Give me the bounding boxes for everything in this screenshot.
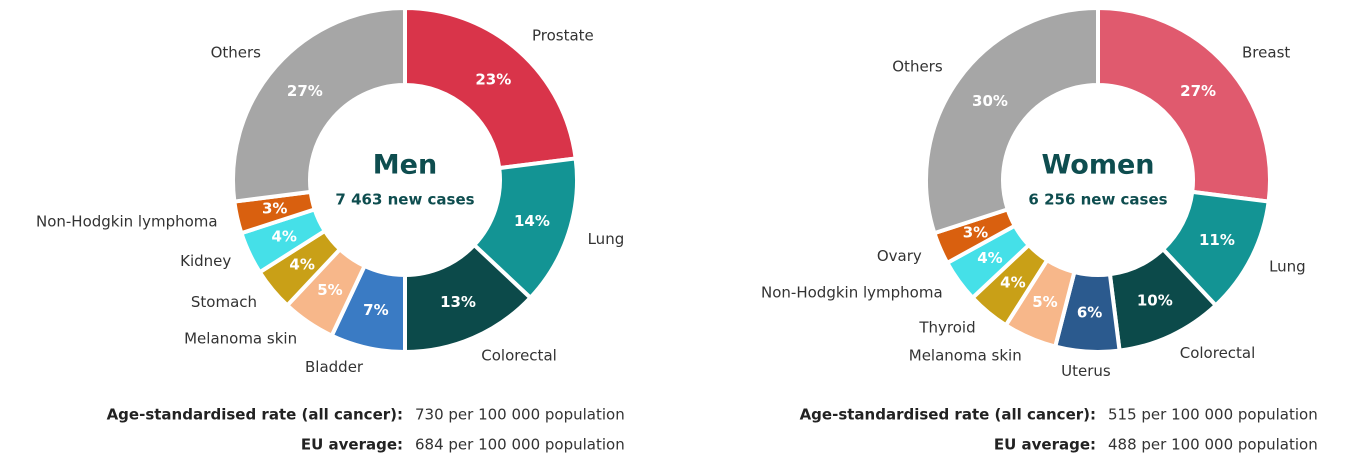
slice-value-label: 30% [972,92,1008,110]
slice-value-label: 5% [317,281,342,299]
slice-category-label: Colorectal [1180,344,1256,362]
rate-label: Age-standardised rate (all cancer): [107,406,403,424]
slice-category-label: Others [892,58,943,76]
slice-category-label: Ovary [877,247,922,265]
slice-category-label: Kidney [180,252,231,270]
slice-category-label: Stomach [191,293,257,311]
slice [1096,5,1272,204]
slice-value-label: 27% [287,82,323,100]
slice-category-label: Others [211,44,262,62]
eu-text: 684 per 100 000 population [415,436,625,454]
slice-category-label: Non-Hodgkin lymphoma [761,283,943,301]
slice-category-label: Breast [1242,44,1290,62]
eu-text: 488 per 100 000 population [1108,436,1318,454]
center-subtitle: 7 463 new cases [335,191,474,209]
slice-value-label: 6% [1077,304,1102,322]
slice [924,5,1100,236]
slice-value-label: 3% [262,200,287,218]
slice-category-label: Lung [1269,258,1306,276]
center-title: Men [373,150,437,181]
slice-category-label: Colorectal [481,347,557,365]
slice-category-label: Lung [588,230,625,248]
slice-category-label: Non-Hodgkin lymphoma [36,212,218,230]
slice-category-label: Thyroid [918,318,975,336]
center-subtitle: 6 256 new cases [1028,191,1167,209]
slice-category-label: Melanoma skin [184,329,297,347]
slice-value-label: 4% [271,227,296,245]
slice-category-label: Uterus [1061,362,1111,380]
slice-value-label: 27% [1180,82,1216,100]
slice-category-label: Melanoma skin [909,347,1022,365]
slice [403,5,578,171]
slice-value-label: 7% [363,301,388,319]
rate-text: 730 per 100 000 population [415,406,625,424]
slice-category-label: Bladder [305,358,364,376]
slice-value-label: 4% [1000,273,1025,291]
slice-value-label: 11% [1199,231,1235,249]
center-title: Women [1041,150,1154,181]
eu-label: EU average: [994,436,1096,454]
slice-value-label: 3% [963,224,988,242]
slice-value-label: 4% [977,249,1002,267]
slice-value-label: 14% [514,212,550,230]
slice-category-label: Prostate [532,26,594,44]
slice-value-label: 4% [289,256,314,274]
rate-label: Age-standardised rate (all cancer): [800,406,1096,424]
slice-value-label: 23% [475,70,511,88]
rate-text: 515 per 100 000 population [1108,406,1318,424]
slice-value-label: 13% [440,293,476,311]
slice-value-label: 10% [1137,291,1173,309]
slice-value-label: 5% [1032,293,1057,311]
slice [231,5,407,204]
eu-label: EU average: [301,436,403,454]
